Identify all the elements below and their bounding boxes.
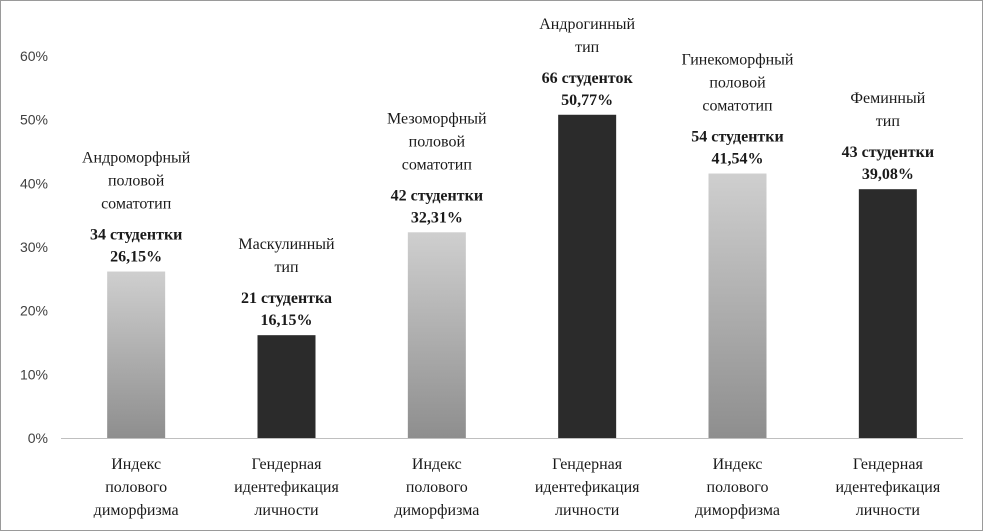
x-category-label: Индекс bbox=[412, 456, 462, 473]
y-tick-label: 0% bbox=[28, 430, 48, 446]
x-category-label: идентефикация bbox=[234, 479, 339, 496]
bar-type-label: Андрогинный bbox=[539, 16, 635, 33]
bar-type-label: тип bbox=[274, 259, 299, 276]
bar-percent-label: 32,31% bbox=[411, 209, 463, 226]
x-category-label: полового bbox=[406, 479, 468, 496]
bar-type-label: Маскулинный bbox=[238, 236, 335, 253]
x-category-label: Гендерная bbox=[552, 456, 623, 473]
bar-type-label: тип bbox=[876, 113, 901, 130]
x-category-label: идентефикация bbox=[835, 479, 940, 496]
bar-count-label: 34 студентки bbox=[90, 227, 182, 244]
bar bbox=[858, 189, 917, 438]
x-category-label: личности bbox=[254, 502, 319, 519]
x-category-label: диморфизма bbox=[94, 502, 179, 519]
bar-type-label: соматотип bbox=[101, 196, 172, 213]
x-category-label: Гендерная bbox=[853, 456, 924, 473]
bars-layer bbox=[107, 114, 917, 438]
x-category-label: Индекс bbox=[713, 456, 763, 473]
bar-percent-label: 41,54% bbox=[712, 151, 764, 168]
bar-percent-label: 26,15% bbox=[110, 249, 162, 266]
bar bbox=[407, 232, 466, 438]
x-category-label: Индекс bbox=[111, 456, 161, 473]
bar-type-label: тип bbox=[575, 39, 600, 56]
bar-type-label: половой bbox=[108, 173, 165, 190]
bar-type-label: Гинекоморфный bbox=[682, 52, 794, 69]
y-tick-label: 40% bbox=[20, 175, 48, 191]
y-tick-label: 20% bbox=[20, 303, 48, 319]
x-category-label: идентефикация bbox=[535, 479, 640, 496]
axis-layer: 0% 10% 20% 30% 40% 50% 60% bbox=[20, 48, 963, 446]
bar-count-label: 42 студентки bbox=[391, 187, 483, 204]
bar-type-label: соматотип bbox=[702, 98, 773, 115]
x-category-label: диморфизма bbox=[394, 502, 479, 519]
bar-count-label: 21 студентка bbox=[241, 290, 332, 307]
bar-count-label: 43 студентки bbox=[842, 144, 934, 161]
bar-percent-label: 50,77% bbox=[561, 92, 613, 109]
x-category-label: полового bbox=[707, 479, 769, 496]
y-tick-label: 50% bbox=[20, 112, 48, 128]
bar-percent-label: 39,08% bbox=[862, 166, 914, 183]
x-category-label: личности bbox=[856, 502, 921, 519]
y-tick-label: 30% bbox=[20, 239, 48, 255]
bar-type-label: половой bbox=[409, 133, 466, 150]
y-tick-label: 60% bbox=[20, 48, 48, 64]
bar-type-label: Феминный bbox=[850, 90, 925, 107]
bar bbox=[107, 271, 166, 438]
bar bbox=[257, 335, 316, 438]
bar-count-label: 54 студентки bbox=[691, 129, 783, 146]
bar-type-label: соматотип bbox=[402, 156, 473, 173]
x-category-label: личности bbox=[555, 502, 620, 519]
bar bbox=[558, 114, 617, 438]
x-category-label: Гендерная bbox=[252, 456, 323, 473]
bar bbox=[708, 173, 767, 438]
x-category-label: диморфизма bbox=[695, 502, 780, 519]
x-category-label: полового bbox=[105, 479, 167, 496]
bar-type-label: Андроморфный bbox=[82, 150, 191, 167]
y-tick-label: 10% bbox=[20, 366, 48, 382]
bar-percent-label: 16,15% bbox=[261, 312, 313, 329]
bar-count-label: 66 студенток bbox=[542, 70, 634, 87]
labels-layer: 26,15% 34 студентки соматотип половой Андром… bbox=[82, 16, 941, 519]
bar-type-label: половой bbox=[709, 75, 766, 92]
bar-type-label: Мезоморфный bbox=[387, 110, 487, 127]
